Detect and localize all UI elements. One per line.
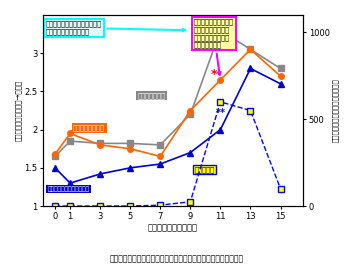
Text: *: * [211,68,218,81]
Text: 「べにふうき」はその
症状の悪化を有意に
抑え，シウガはその
効果を増強する: 「べにふうき」はその 症状の悪化を有意に 抑え，シウガはその 効果を増強する [194,19,234,75]
Text: やぶきた飲用群: やぶきた飲用群 [138,92,166,98]
Y-axis label: 鼻かみ回数（スコア）→ひどい: 鼻かみ回数（スコア）→ひどい [15,80,22,141]
Text: べにふうき緑茶のスギ花粉症軽減効果とシウガエキスの増強効果: べにふうき緑茶のスギ花粉症軽減効果とシウガエキスの増強効果 [110,254,244,263]
Text: スギ花粉の飛散量が増加するに
つれ症状が悪化してくる: スギ花粉の飛散量が増加するに つれ症状が悪化してくる [46,21,185,35]
Text: スギ花粉数: スギ花粉数 [195,166,215,173]
Text: べにふうき＋シウガ飲用群: べにふうき＋シウガ飲用群 [47,186,90,192]
Y-axis label: スギ飛散花粉数（平均粒数／日）: スギ飛散花粉数（平均粒数／日） [332,79,339,142]
X-axis label: 飲用後経過時間（週）: 飲用後経過時間（週） [148,223,198,232]
Text: べにふうき飲用群: べにふうき飲用群 [73,125,105,131]
Text: **: ** [215,108,225,118]
